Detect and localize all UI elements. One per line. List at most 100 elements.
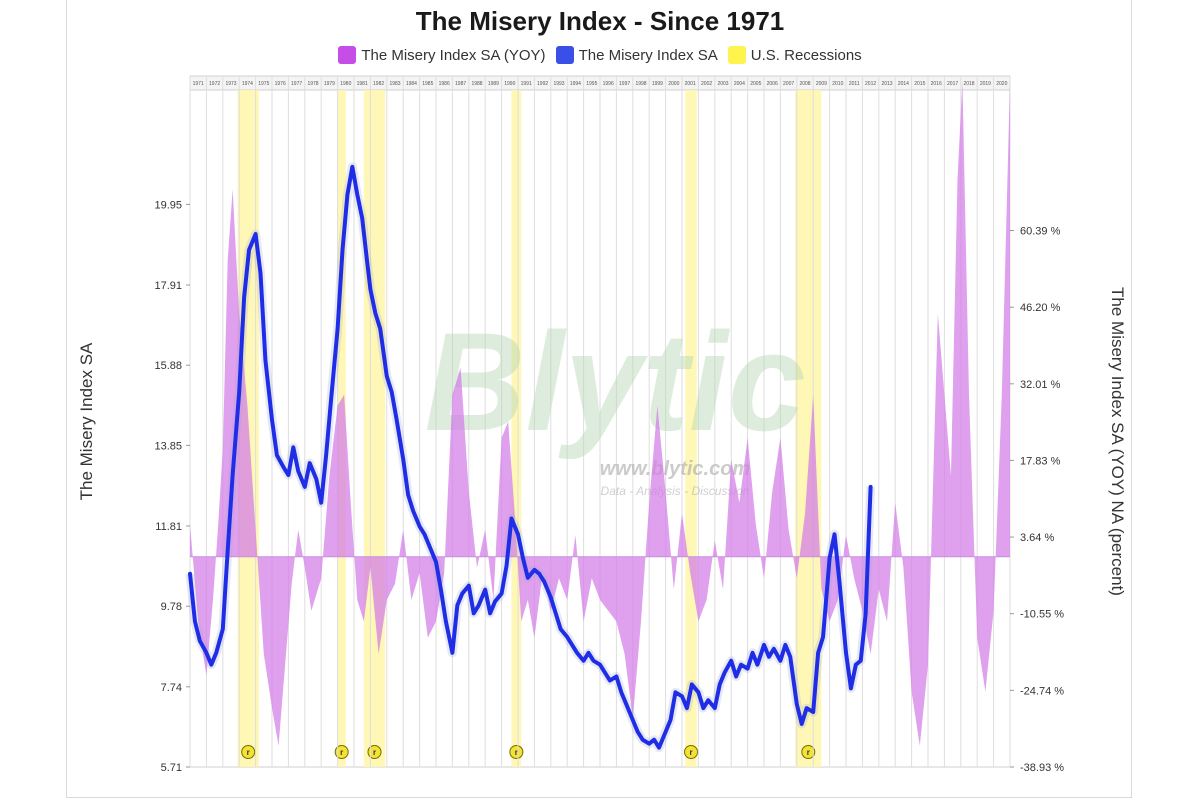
left-tick-label: 15.88	[154, 360, 182, 372]
legend-label-recessions: U.S. Recessions	[750, 46, 862, 64]
year-label: 1996	[603, 81, 614, 87]
legend-label-yoy: The Misery Index SA (YOY)	[361, 46, 546, 64]
year-label: 2009	[816, 81, 827, 87]
left-axis-title: The Misery Index SA	[77, 342, 96, 500]
recession-marker	[801, 745, 816, 759]
year-label: 1994	[570, 81, 581, 87]
left-tick-label: 13.85	[154, 440, 182, 452]
left-tick-label: 7.74	[161, 682, 182, 694]
watermark-tagline: Data - Analysis - Discussion	[601, 484, 750, 498]
right-tick-label: 32.01 %	[1020, 379, 1061, 391]
legend-swatch-yoy	[338, 46, 357, 64]
year-label: 2002	[701, 81, 712, 87]
right-tick-label: -24.74 %	[1020, 685, 1064, 697]
right-tick-label: -10.55 %	[1020, 609, 1064, 621]
year-label: 2004	[734, 81, 745, 87]
year-label: 1991	[521, 81, 532, 87]
year-label: 1974	[242, 81, 253, 87]
right-tick-label: 17.83 %	[1020, 455, 1061, 467]
year-label: 1993	[553, 81, 564, 87]
year-label: 1999	[652, 81, 663, 87]
left-tick-label: 19.95	[154, 199, 182, 211]
year-label: 1984	[406, 81, 417, 87]
year-label: 2012	[865, 81, 876, 87]
year-label: 1987	[455, 81, 466, 87]
year-label: 1983	[389, 81, 400, 87]
year-label: 2015	[914, 81, 925, 87]
year-label: 2003	[717, 81, 728, 87]
recession-marker	[334, 745, 349, 759]
right-tick-label: 60.39 %	[1020, 226, 1061, 238]
year-label: 1988	[471, 81, 482, 87]
yoy-area-series	[190, 81, 1010, 746]
left-tick-label: 9.78	[161, 601, 182, 613]
recession-marker	[684, 745, 699, 759]
year-label: 2011	[849, 81, 860, 87]
year-label: 1989	[488, 81, 499, 87]
recession-marker-label: r	[689, 748, 692, 757]
left-tick-label: 11.81	[155, 521, 182, 533]
year-label: 1990	[504, 81, 515, 87]
watermark-logo: Blytic	[424, 303, 805, 460]
right-axis-title: The Misery Index SA (YOY) NA (percent)	[1108, 287, 1127, 596]
recession-marker	[509, 745, 524, 759]
chart-title: The Misery Index - Since 1971	[415, 6, 785, 36]
recession-marker-label: r	[247, 748, 250, 757]
year-label: 1982	[373, 81, 384, 87]
year-label: 1976	[275, 81, 286, 87]
year-label: 1981	[357, 81, 368, 87]
year-label: 1977	[291, 81, 302, 87]
year-label: 1997	[619, 81, 630, 87]
year-label: 2008	[799, 81, 810, 87]
right-tick-label: 3.64 %	[1020, 532, 1054, 544]
year-label: 1978	[307, 81, 318, 87]
recession-marker-label: r	[340, 748, 343, 757]
watermark-url: www.blytic.com	[600, 458, 750, 480]
year-label: 1973	[225, 81, 236, 87]
chart-legend: The Misery Index SA (YOY) The Misery Ind…	[0, 46, 1200, 64]
year-label: 1992	[537, 81, 548, 87]
year-label: 2018	[963, 81, 974, 87]
recession-marker-label: r	[807, 748, 810, 757]
right-tick-label: -38.93 %	[1020, 762, 1064, 774]
year-label: 1985	[422, 81, 433, 87]
legend-item-recessions[interactable]: U.S. Recessions	[727, 46, 862, 64]
year-label: 2017	[947, 81, 958, 87]
recession-band	[363, 90, 386, 767]
legend-item-yoy[interactable]: The Misery Index SA (YOY)	[338, 46, 546, 64]
year-label: 1979	[324, 81, 335, 87]
right-tick-label: 46.20 %	[1020, 302, 1061, 314]
year-label: 1980	[340, 81, 351, 87]
year-label: 2013	[881, 81, 892, 87]
year-label: 2005	[750, 81, 761, 87]
year-label: 2016	[931, 81, 942, 87]
year-label: 1986	[439, 81, 450, 87]
left-tick-label: 5.71	[161, 762, 182, 774]
year-label: 1971	[193, 81, 204, 87]
recession-marker	[367, 745, 382, 759]
legend-label-index: The Misery Index SA	[578, 46, 718, 64]
year-label: 1975	[258, 81, 269, 87]
year-label: 1998	[635, 81, 646, 87]
year-label: 2010	[832, 81, 843, 87]
year-label: 2019	[980, 81, 991, 87]
recession-marker-label: r	[373, 748, 376, 757]
legend-item-index[interactable]: The Misery Index SA	[555, 46, 718, 64]
year-label: 1995	[586, 81, 597, 87]
year-label: 2001	[685, 81, 696, 87]
year-label: 2020	[996, 81, 1007, 87]
year-label: 2000	[668, 81, 679, 87]
recession-marker-label: r	[515, 748, 518, 757]
left-tick-label: 17.91	[154, 280, 182, 292]
year-label: 1972	[209, 81, 220, 87]
legend-swatch-recessions	[727, 46, 746, 64]
recession-band	[511, 90, 522, 767]
legend-swatch-index	[555, 46, 574, 64]
recession-band	[685, 90, 697, 767]
year-label: 2007	[783, 81, 794, 87]
index-line-series	[188, 164, 873, 750]
recession-marker	[241, 745, 256, 759]
year-label: 2006	[767, 81, 778, 87]
year-label: 2014	[898, 81, 909, 87]
